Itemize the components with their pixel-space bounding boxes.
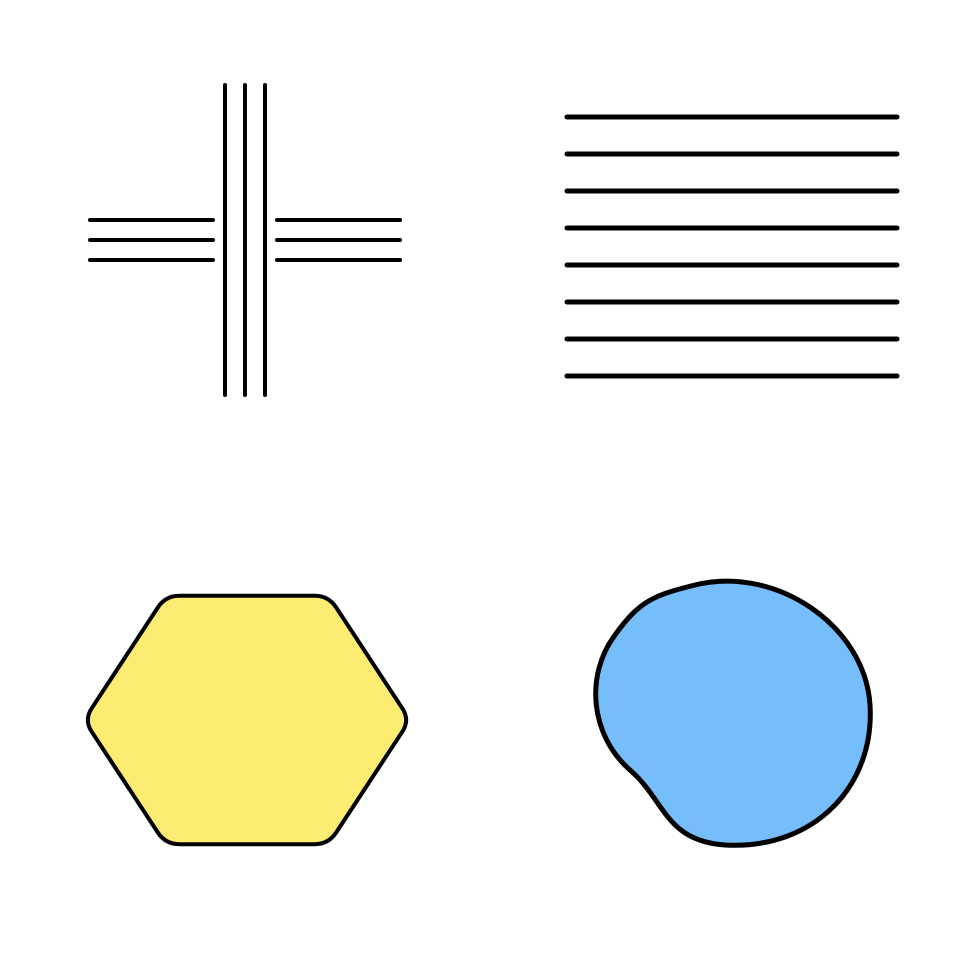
horizontal-lines-icon bbox=[490, 0, 980, 490]
horizontal-lines-cell bbox=[490, 0, 980, 490]
hexagon-icon bbox=[0, 490, 490, 980]
shape-grid bbox=[0, 0, 980, 980]
blob-cell bbox=[490, 490, 980, 980]
cross-lines-icon bbox=[0, 0, 490, 490]
hexagon-cell bbox=[0, 490, 490, 980]
blob-icon bbox=[490, 490, 980, 980]
cross-lines-cell bbox=[0, 0, 490, 490]
